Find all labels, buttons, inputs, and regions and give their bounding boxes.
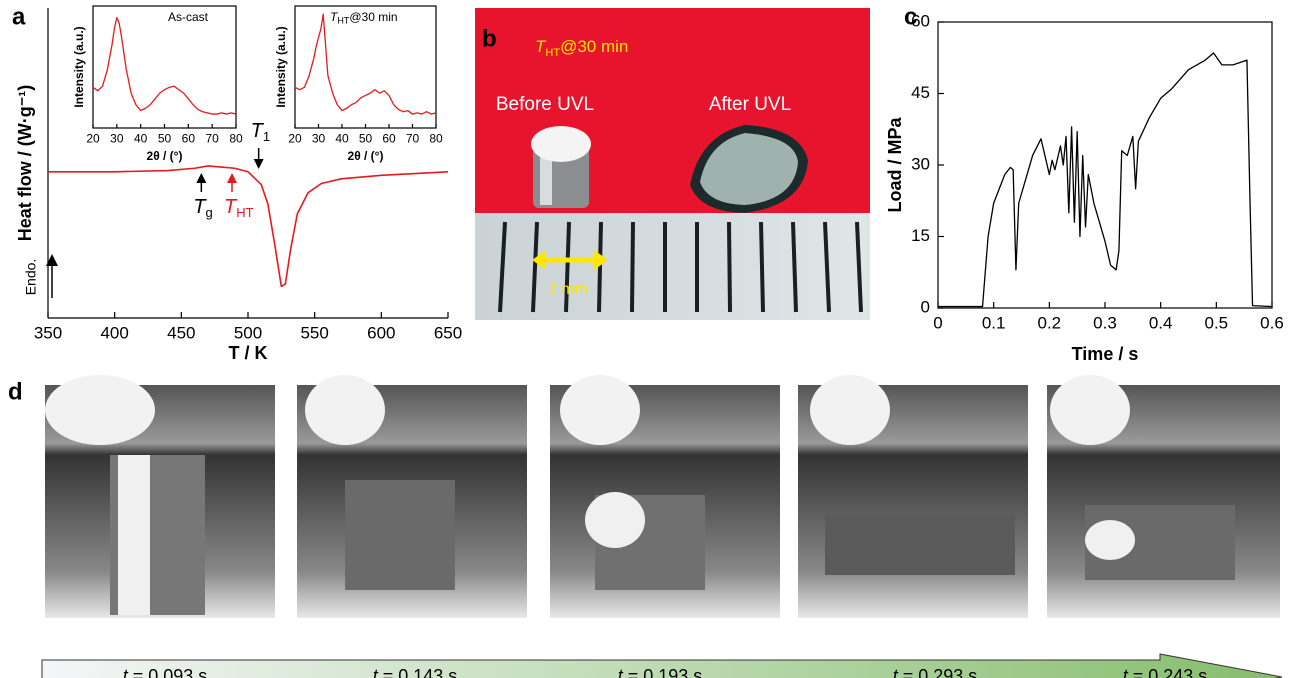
subscript: HT — [337, 16, 349, 26]
y-tick-label: 30 — [911, 154, 930, 173]
figure: Endo. 350400450500550600650T / KHeat flo… — [0, 0, 1294, 678]
data-line — [295, 14, 436, 114]
caption: After UVL — [709, 94, 791, 115]
x-tick-label: 550 — [300, 324, 328, 343]
plot-frame — [93, 6, 236, 128]
x-tick-label: 40 — [335, 132, 349, 146]
time-value: = 0.293 s — [903, 666, 978, 678]
time-label: t= 0.293 s — [893, 666, 978, 678]
data-line — [93, 18, 236, 114]
time-value: = 0.193 s — [628, 666, 703, 678]
y-tick-label: 0 — [921, 297, 930, 316]
plot-frame — [295, 6, 436, 128]
subscript: g — [206, 205, 213, 220]
caption: Before UVL — [496, 94, 594, 115]
y-axis-title: Intensity (a.u.) — [274, 26, 288, 107]
x-tick-label: 50 — [359, 132, 373, 146]
subscript: HT — [236, 205, 253, 220]
x-tick-label: 0.1 — [982, 314, 1006, 333]
x-tick-label: 0.6 — [1260, 314, 1284, 333]
x-tick-label: 0.5 — [1205, 314, 1229, 333]
x-tick-label: 60 — [382, 132, 396, 146]
x-tick-label: 50 — [158, 132, 172, 146]
time-label: t= 0.193 s — [618, 666, 703, 678]
x-tick-label: 30 — [312, 132, 326, 146]
y-axis-title: Intensity (a.u.) — [72, 26, 86, 107]
annotation-label: Tg — [193, 196, 212, 220]
annotation-arrowhead — [196, 173, 206, 183]
x-tick-label: 80 — [429, 132, 443, 146]
x-tick-label: 20 — [86, 132, 100, 146]
scale-bar-label: 2 mm — [548, 281, 588, 298]
panel-letter: d — [8, 378, 23, 405]
x-tick-label: 80 — [229, 132, 243, 146]
time-label: t= 0.093 s — [123, 666, 208, 678]
time-label: t= 0.143 s — [373, 666, 458, 678]
time-value: = 0.093 s — [133, 666, 208, 678]
annotation-arrowhead — [227, 173, 237, 183]
x-tick-label: 0.4 — [1149, 314, 1173, 333]
x-tick-label: 20 — [288, 132, 302, 146]
panel-letter: c — [904, 3, 917, 30]
y-axis-title: Heat flow / (W·g⁻¹) — [15, 85, 35, 241]
inset-title: As-cast — [168, 10, 209, 24]
panel-letter: b — [482, 25, 497, 52]
data-line — [48, 166, 448, 287]
x-axis-title: Time / s — [1072, 344, 1139, 364]
x-tick-label: 500 — [234, 324, 262, 343]
subscript: HT — [545, 47, 560, 59]
data-line — [938, 53, 1272, 307]
x-tick-label: 70 — [205, 132, 219, 146]
x-tick-label: 40 — [134, 132, 148, 146]
x-tick-label: 30 — [110, 132, 124, 146]
x-tick-label: 0.3 — [1093, 314, 1117, 333]
subscript: 1 — [263, 129, 270, 144]
x-tick-label: 450 — [167, 324, 195, 343]
y-tick-label: 15 — [911, 226, 930, 245]
endo-label: Endo. — [23, 259, 39, 296]
panel-letter: a — [12, 3, 26, 30]
x-tick-label: 350 — [34, 324, 62, 343]
x-tick-label: 0.2 — [1038, 314, 1062, 333]
photo-frames — [45, 375, 1280, 618]
x-tick-label: 0 — [933, 314, 942, 333]
x-tick-label: 600 — [367, 324, 395, 343]
x-tick-label: 60 — [182, 132, 196, 146]
x-axis-title: 2θ / (°) — [348, 149, 384, 163]
annotation-arrowhead — [254, 159, 264, 169]
annotation-label: T1 — [251, 120, 270, 144]
x-tick-label: 70 — [406, 132, 420, 146]
x-tick-label: 650 — [434, 324, 462, 343]
annotation-label: THT — [224, 196, 254, 220]
y-tick-label: 45 — [911, 83, 930, 102]
time-label: t= 0.243 s — [1123, 666, 1208, 678]
suffix: @30 min — [349, 10, 397, 24]
suffix: @30 min — [560, 37, 628, 56]
x-tick-label: 400 — [100, 324, 128, 343]
time-value: = 0.143 s — [383, 666, 458, 678]
time-value: = 0.243 s — [1133, 666, 1208, 678]
x-axis-title: 2θ / (°) — [147, 149, 183, 163]
inset-title: THT@30 min — [330, 10, 398, 26]
x-axis-title: T / K — [229, 343, 268, 363]
y-axis-title: Load / MPa — [885, 117, 905, 213]
